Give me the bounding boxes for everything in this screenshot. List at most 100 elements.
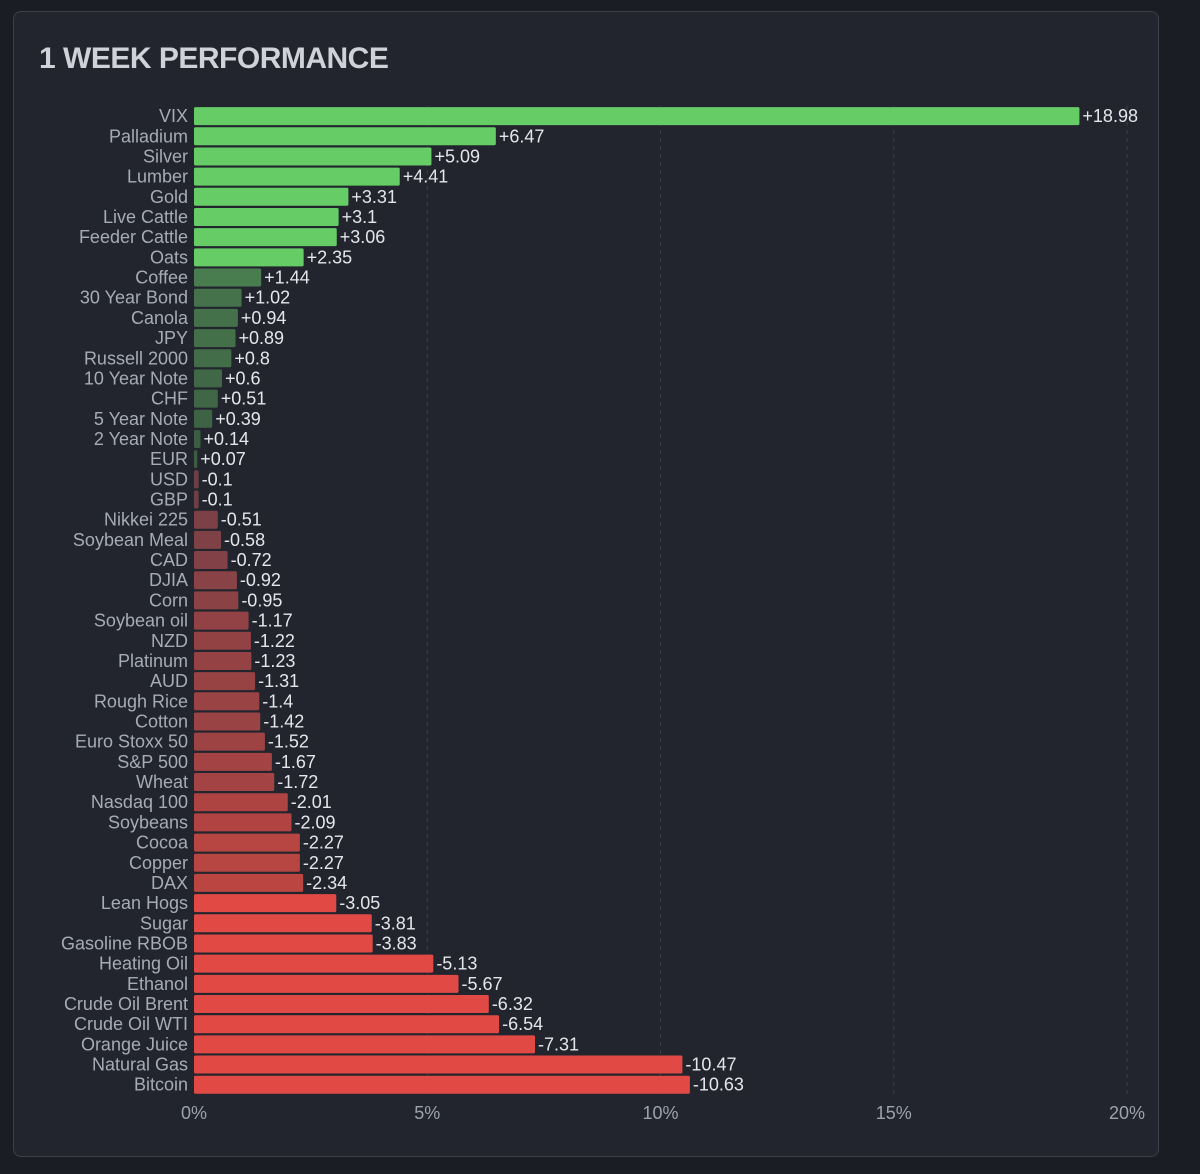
bar (194, 692, 260, 711)
bar (194, 1075, 690, 1094)
value-label: -1.4 (262, 691, 293, 711)
value-label: -0.92 (240, 570, 281, 590)
value-label: -1.42 (263, 711, 304, 731)
category-label: Gasoline RBOB (61, 933, 188, 953)
category-label: 2 Year Note (94, 429, 188, 449)
value-labels: +18.98 +6.47 +5.09+4.41 +3.31+3.1+3.06+2.35… (200, 106, 1138, 1095)
value-label: -10.63 (693, 1075, 744, 1095)
value-label: -1.31 (258, 671, 299, 691)
value-label: -1.72 (277, 772, 318, 792)
category-label: Euro Stoxx 50 (75, 732, 188, 752)
bar (194, 470, 199, 489)
category-label: Soybean oil (94, 611, 188, 631)
bar (194, 1015, 500, 1034)
x-tick-label: 0% (181, 1103, 207, 1123)
bar (194, 490, 199, 509)
x-tick-label: 15% (876, 1103, 912, 1123)
category-label: Platinum (118, 651, 188, 671)
category-label: Lumber (127, 167, 188, 187)
category-label: Coffee (135, 268, 188, 288)
bar (194, 813, 292, 832)
category-label: Bitcoin (134, 1075, 188, 1095)
category-label: Crude Oil Brent (64, 994, 188, 1014)
category-label: Cotton (135, 711, 188, 731)
bar (194, 793, 288, 812)
category-label: Rough Rice (94, 691, 188, 711)
value-label: -3.81 (375, 913, 416, 933)
value-label: -10.47 (685, 1055, 736, 1075)
category-label: Nikkei 225 (104, 510, 188, 530)
value-label: -5.67 (462, 974, 503, 994)
value-label: -0.51 (221, 510, 262, 530)
bar (194, 752, 272, 771)
bar (194, 228, 337, 247)
category-label: JPY (155, 328, 188, 348)
value-label: -0.95 (241, 590, 282, 610)
category-label: DAX (151, 873, 188, 893)
category-label: Ethanol (127, 974, 188, 994)
value-label: +0.8 (234, 348, 270, 368)
bar (194, 429, 201, 448)
category-label: Soybean Meal (73, 530, 188, 550)
value-label: +18.98 (1082, 106, 1138, 126)
x-axis-ticks: 0% 5% 10% 15% 20% (181, 1103, 1145, 1123)
bar (194, 873, 304, 892)
category-label: Lean Hogs (101, 893, 188, 913)
value-label: +1.44 (264, 268, 310, 288)
value-label: +0.94 (241, 308, 287, 328)
bar (194, 672, 256, 691)
bar (194, 167, 400, 186)
bar (194, 450, 198, 469)
bar (194, 308, 238, 327)
bar (194, 651, 252, 670)
bar (194, 1035, 536, 1054)
bar (194, 773, 275, 792)
bar (194, 369, 222, 388)
bar (194, 591, 239, 610)
category-label: Russell 2000 (84, 348, 188, 368)
bar (194, 127, 496, 146)
value-label: -1.23 (254, 651, 295, 671)
bar (194, 995, 489, 1014)
category-label: NZD (151, 631, 188, 651)
value-label: +6.47 (499, 126, 545, 146)
value-label: -0.1 (202, 469, 233, 489)
category-label: Sugar (140, 913, 188, 933)
bar (194, 329, 236, 348)
value-label: -7.31 (538, 1034, 579, 1054)
value-label: -6.32 (492, 994, 533, 1014)
value-label: -1.17 (252, 611, 293, 631)
value-label: +4.41 (403, 167, 449, 187)
category-label: Orange Juice (81, 1034, 188, 1054)
bar (194, 954, 434, 973)
category-label: AUD (150, 671, 188, 691)
grid-lines (426, 106, 1128, 1095)
bar (194, 147, 432, 166)
value-label: +1.02 (245, 288, 291, 308)
category-label: Live Cattle (103, 207, 188, 227)
category-label: Heating Oil (99, 954, 188, 974)
bar (194, 1055, 683, 1074)
value-label: -2.09 (294, 812, 335, 832)
value-label: +0.14 (204, 429, 250, 449)
category-label: Feeder Cattle (79, 227, 188, 247)
bar (194, 571, 237, 590)
bar (194, 914, 372, 933)
bar (194, 248, 304, 267)
value-label: +3.1 (342, 207, 378, 227)
category-label: EUR (150, 449, 188, 469)
category-label: Natural Gas (92, 1055, 188, 1075)
bar (194, 409, 213, 428)
value-label: +0.51 (221, 389, 267, 409)
category-label: CAD (150, 550, 188, 570)
category-label: DJIA (149, 570, 188, 590)
value-label: -0.58 (224, 530, 265, 550)
bar (194, 712, 261, 731)
bar (194, 894, 337, 913)
value-label: -1.52 (268, 732, 309, 752)
category-label: Wheat (136, 772, 188, 792)
bar (194, 611, 249, 630)
category-label: 30 Year Bond (80, 288, 188, 308)
value-label: -3.83 (376, 933, 417, 953)
